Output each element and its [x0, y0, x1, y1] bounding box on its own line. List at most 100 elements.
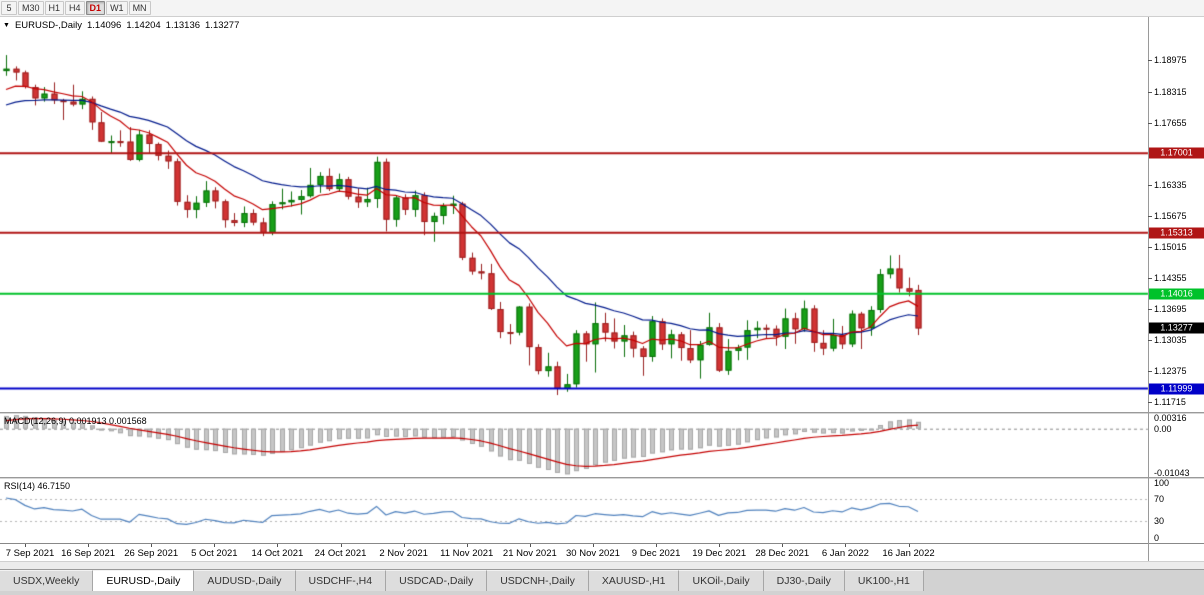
time-axis-tick: [277, 544, 278, 547]
date-axis-label: 2 Nov 2021: [379, 548, 428, 559]
price-axis-label: 1.13695: [1154, 303, 1187, 314]
price-axis-tick: [1148, 371, 1152, 372]
price-axis-label: 1.14355: [1154, 272, 1187, 283]
hline-price-badge: 1.14016: [1149, 288, 1204, 300]
price-axis-label: 1.18975: [1154, 55, 1187, 66]
date-axis-label: 7 Sep 2021: [5, 548, 55, 559]
rsi-label: RSI(14) 46.7150: [4, 481, 71, 491]
rsi-axis-label: 30: [1154, 516, 1165, 527]
price-axis-tick: [1148, 278, 1152, 279]
time-axis[interactable]: 7 Sep 2021 16 Sep 2021 26 Sep 2021 5 Oct 20…: [0, 543, 1204, 561]
rsi-axis-label: 100: [1154, 479, 1170, 488]
price-axis-border: [1148, 17, 1149, 561]
macd-chart-canvas[interactable]: [0, 414, 1204, 477]
window-tab-bar: USDX,Weekly EURUSD-,Daily AUDUSD-,Daily USD…: [0, 569, 1204, 591]
price-axis-label: 1.15015: [1154, 241, 1187, 252]
date-axis-label: 19 Dec 2021: [692, 548, 747, 559]
status-strip: [0, 561, 1204, 569]
date-axis-label: 28 Dec 2021: [755, 548, 810, 559]
current-price-badge: 1.13277: [1149, 322, 1204, 334]
rsi-pane: RSI(14) 46.7150 100 70 30 0: [0, 479, 1204, 543]
tab-uk100-h1[interactable]: UK100-,H1: [844, 570, 924, 591]
timeframe-button-h4[interactable]: H4: [65, 1, 85, 15]
time-axis-tick: [909, 544, 910, 547]
symbol-dropdown-icon: ▼: [3, 22, 10, 29]
price-axis-label: 1.12375: [1154, 365, 1187, 376]
price-axis-label: 1.16335: [1154, 179, 1187, 190]
hline-price-badge: 1.17001: [1149, 147, 1204, 159]
price-axis-label: 1.17655: [1154, 117, 1187, 128]
tab-eurusd-daily[interactable]: EURUSD-,Daily: [93, 570, 195, 591]
date-axis-label: 9 Dec 2021: [631, 548, 681, 559]
ohlc-low: 1.13136: [165, 20, 201, 31]
price-pane: ▼ EURUSD-,Daily 1.14096 1.14204 1.13136 …: [0, 17, 1204, 412]
price-axis-tick: [1148, 185, 1152, 186]
ohlc-high: 1.14204: [126, 20, 161, 31]
price-axis-label: 1.15675: [1154, 210, 1187, 221]
time-axis-tick: [151, 544, 152, 547]
time-axis-tick: [404, 544, 405, 547]
date-axis-label: 11 Nov 2021: [440, 548, 494, 559]
time-axis-tick: [88, 544, 89, 547]
price-axis-tick: [1148, 340, 1152, 341]
pane-splitter[interactable]: [0, 412, 1204, 414]
tab-dj30-daily[interactable]: DJ30-,Daily: [763, 570, 845, 591]
time-axis-tick: [656, 544, 657, 547]
ohlc-close: 1.13277: [205, 20, 240, 31]
time-axis-tick: [782, 544, 783, 547]
price-axis-tick: [1148, 247, 1152, 248]
price-axis-tick: [1148, 123, 1152, 124]
timeframe-button-5[interactable]: 5: [1, 1, 17, 15]
time-axis-tick: [341, 544, 342, 547]
price-axis-tick: [1148, 92, 1152, 93]
chart-title: ▼ EURUSD-,Daily 1.14096 1.14204 1.13136 …: [3, 20, 239, 31]
tab-usdcad-daily[interactable]: USDCAD-,Daily: [386, 570, 488, 591]
time-axis-tick: [845, 544, 846, 547]
hline-price-badge: 1.11999: [1149, 383, 1204, 395]
price-axis-label: 1.13035: [1154, 334, 1187, 345]
chart-symbol-label: EURUSD-,Daily: [14, 20, 82, 31]
price-chart-canvas[interactable]: [0, 17, 1204, 412]
date-axis-label: 6 Jan 2022: [821, 548, 869, 559]
date-axis-label: 5 Oct 2021: [191, 548, 238, 559]
rsi-axis-label: 0: [1154, 533, 1160, 543]
tab-usdchf-h4[interactable]: USDCHF-,H4: [295, 570, 387, 591]
tab-audusd-daily[interactable]: AUDUSD-,Daily: [194, 570, 296, 591]
hline-price-badge: 1.15313: [1149, 227, 1204, 239]
time-axis-tick: [25, 544, 26, 547]
tab-usdcnh-daily[interactable]: USDCNH-,Daily: [487, 570, 589, 591]
date-axis-label: 24 Oct 2021: [314, 548, 367, 559]
pane-splitter[interactable]: [0, 477, 1204, 479]
rsi-axis-label: 70: [1154, 493, 1165, 504]
macd-axis-label: 0.00: [1154, 423, 1172, 434]
timeframe-button-w1[interactable]: W1: [106, 1, 128, 15]
date-axis-label: 26 Sep 2021: [124, 548, 179, 559]
time-axis-tick: [467, 544, 468, 547]
date-axis-label: 30 Nov 2021: [566, 548, 620, 559]
timeframe-toolbar: 5 M30 H1 H4 D1 W1 MN: [0, 0, 1204, 17]
macd-axis-label: -0.01043: [1154, 468, 1190, 477]
date-axis-label: 21 Nov 2021: [502, 548, 557, 559]
tab-xauusd-h1[interactable]: XAUUSD-,H1: [588, 570, 680, 591]
time-axis-tick: [593, 544, 594, 547]
time-axis-tick: [530, 544, 531, 547]
rsi-chart-canvas[interactable]: [0, 479, 1204, 543]
timeframe-button-mn[interactable]: MN: [128, 1, 151, 15]
timeframe-button-m30[interactable]: M30: [18, 1, 44, 15]
time-axis-tick: [719, 544, 720, 547]
macd-label: MACD(12,26,9) 0.001913 0.001568: [4, 416, 147, 426]
date-axis-label: 14 Oct 2021: [251, 548, 304, 559]
tab-ukoil-daily[interactable]: UKOil-,Daily: [679, 570, 764, 591]
timeframe-button-d1[interactable]: D1: [85, 1, 106, 15]
date-axis-label: 16 Sep 2021: [61, 548, 116, 559]
price-axis-label: 1.18315: [1154, 86, 1187, 97]
price-axis-tick: [1148, 60, 1152, 61]
price-axis-tick: [1148, 216, 1152, 217]
macd-pane: MACD(12,26,9) 0.001913 0.001568 0.00316 0…: [0, 414, 1204, 477]
price-axis-tick: [1148, 309, 1152, 310]
time-axis-tick: [214, 544, 215, 547]
tab-usdx-weekly[interactable]: USDX,Weekly: [0, 570, 94, 591]
bottom-strip: [0, 591, 1204, 595]
timeframe-button-h1[interactable]: H1: [44, 1, 65, 15]
